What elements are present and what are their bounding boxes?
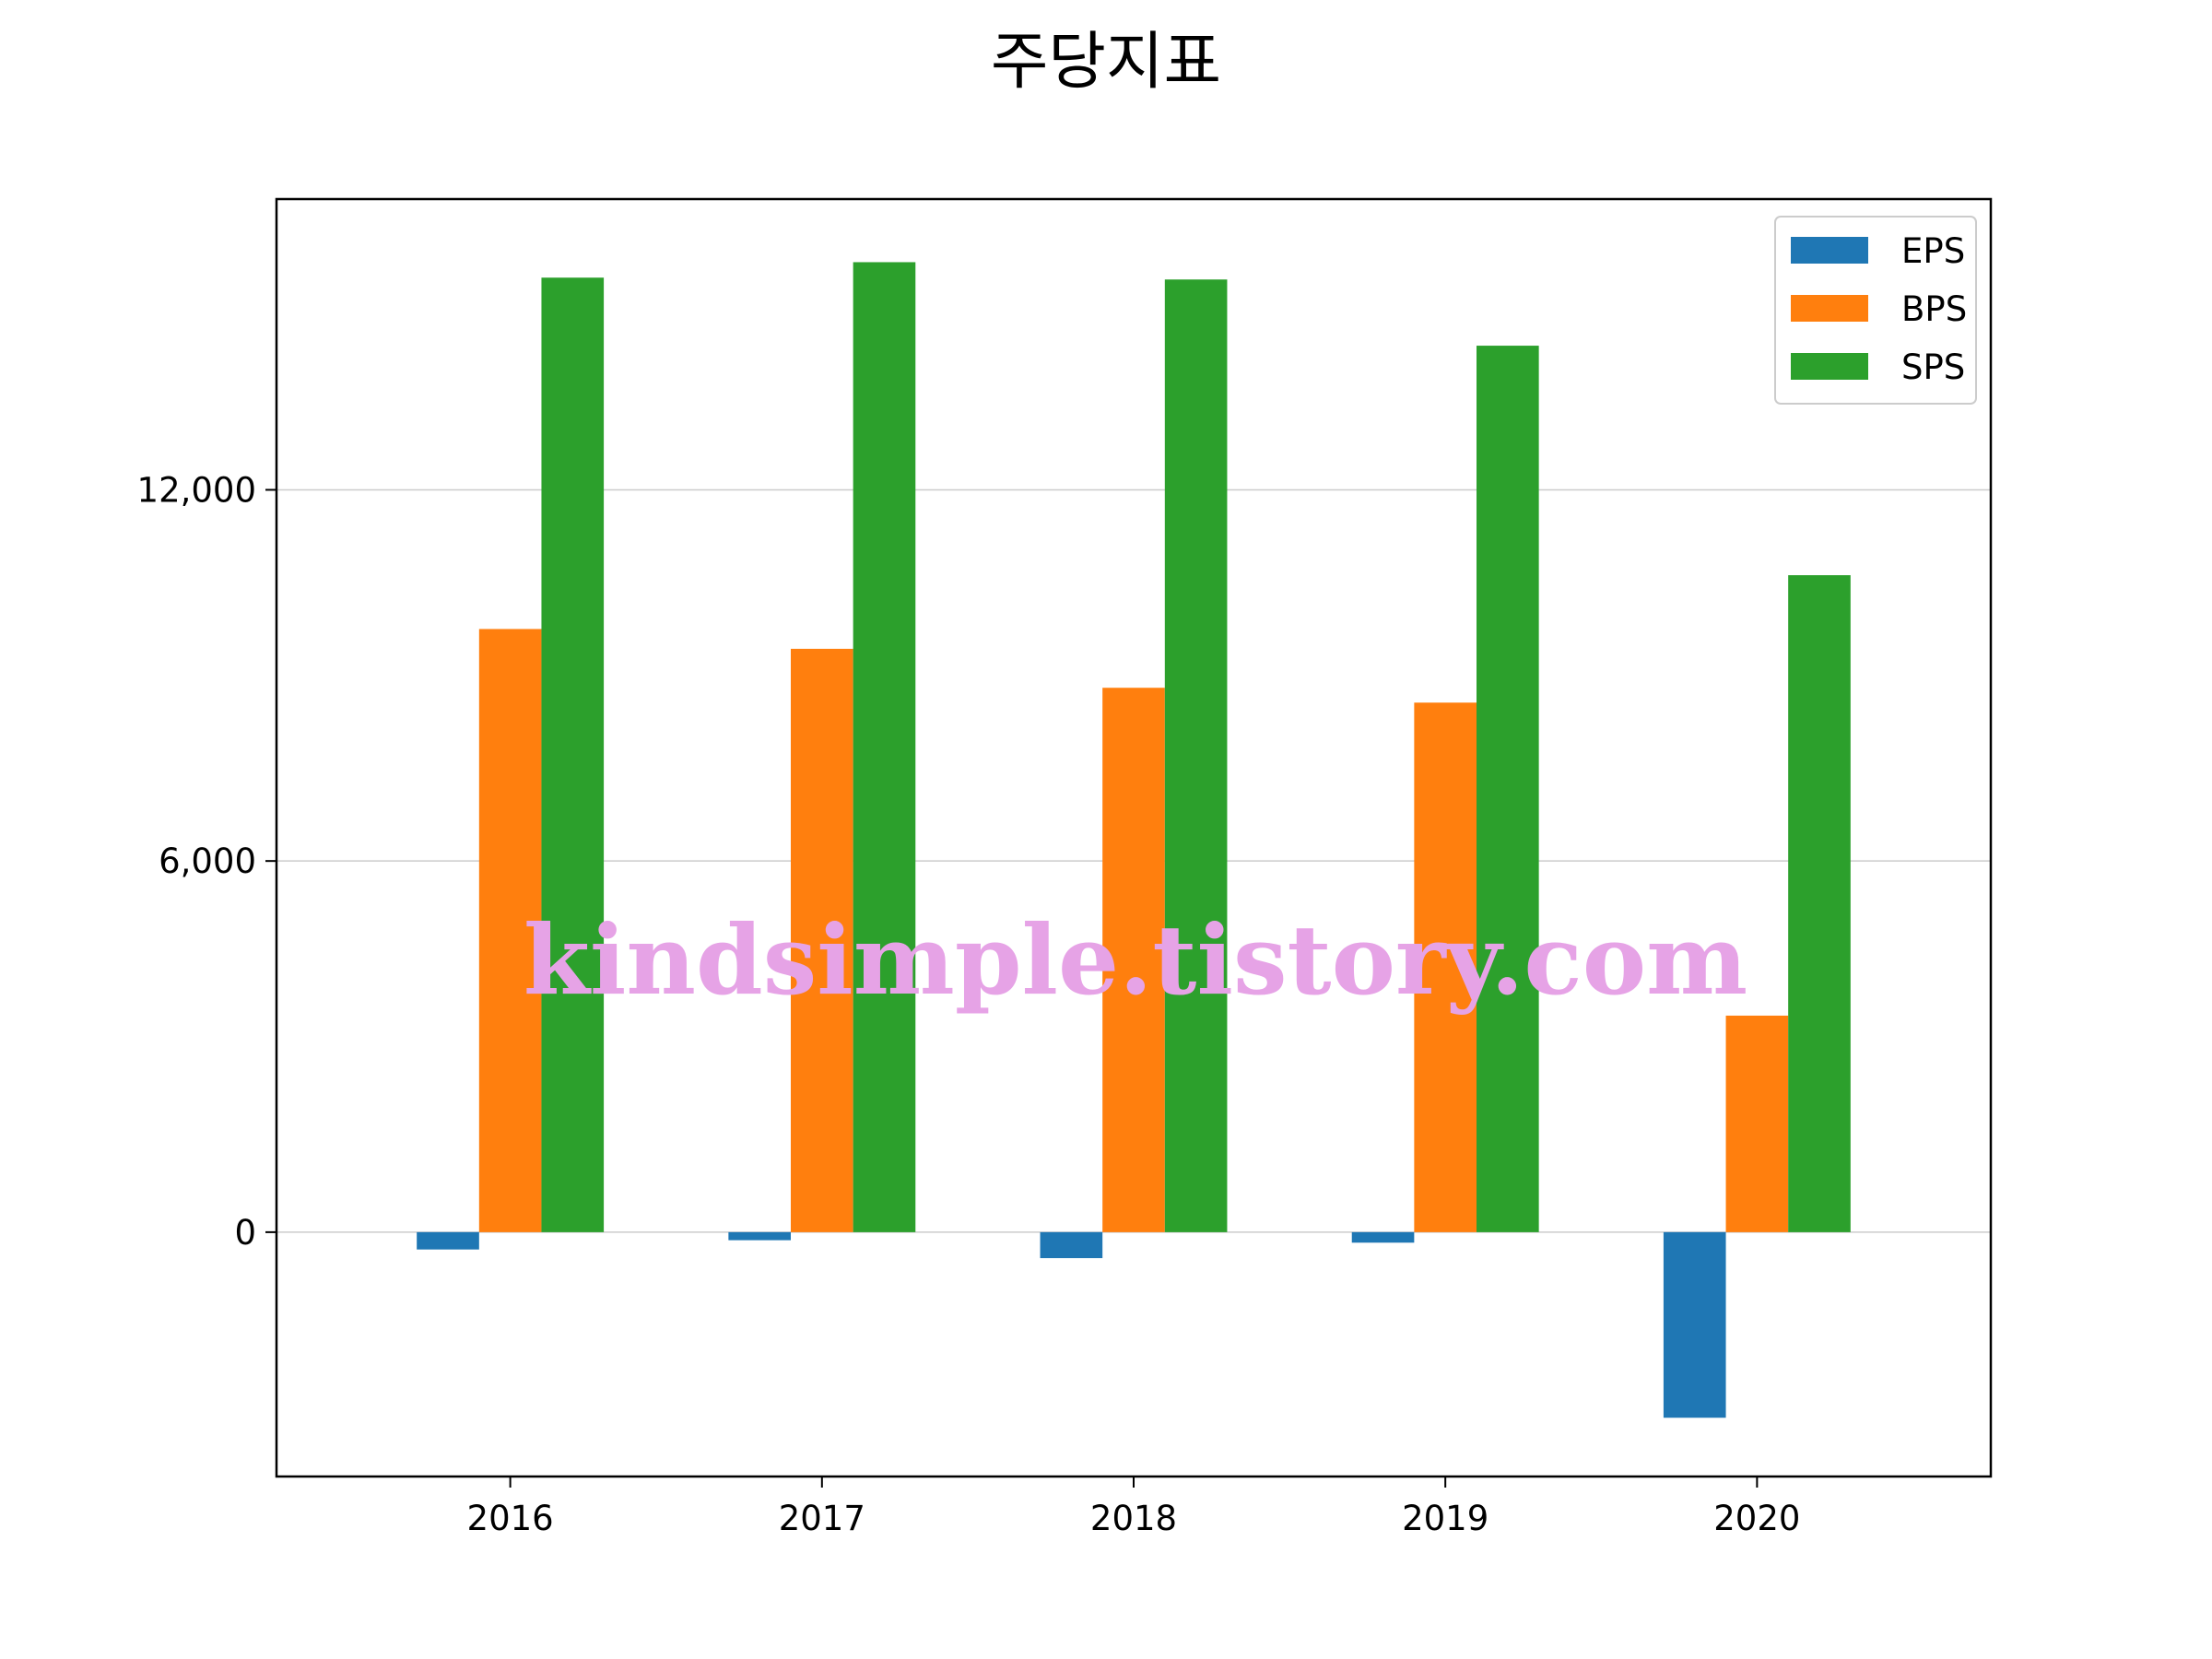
axis-ticks: 0 6,000 12,000 2016 2017 2018 2019 2020 — [137, 470, 1801, 1538]
legend-label-sps: SPS — [1901, 347, 1965, 387]
bar-eps-2018 — [1040, 1231, 1103, 1259]
bar-sps-2017 — [853, 262, 916, 1232]
legend-swatch-eps — [1791, 237, 1868, 264]
x-tick-label: 2019 — [1402, 1499, 1488, 1538]
watermark: kindsimple.tistory.com — [524, 903, 1747, 1017]
legend-label-eps: EPS — [1901, 231, 1965, 271]
bar-bps-2019 — [1414, 702, 1477, 1232]
bar-sps-2020 — [1788, 575, 1851, 1232]
legend: EPS BPS SPS — [1774, 216, 1977, 405]
bar-bps-2017 — [791, 648, 853, 1232]
legend-swatch-bps — [1791, 295, 1868, 322]
y-tick-label: 12,000 — [137, 470, 256, 510]
bar-sps-2016 — [541, 277, 605, 1232]
x-tick-label: 2017 — [779, 1499, 865, 1538]
bar-eps-2016 — [417, 1231, 479, 1250]
bar-bps-2016 — [478, 629, 542, 1232]
legend-label-bps: BPS — [1901, 289, 1967, 329]
bars — [417, 262, 1851, 1418]
bar-eps-2020 — [1663, 1231, 1726, 1418]
bar-bps-2018 — [1102, 688, 1165, 1232]
bar-sps-2018 — [1164, 279, 1228, 1232]
bar-sps-2019 — [1477, 346, 1539, 1232]
x-tick-label: 2016 — [467, 1499, 554, 1538]
legend-swatch-sps — [1791, 353, 1868, 380]
x-tick-label: 2020 — [1713, 1499, 1800, 1538]
y-tick-label: 6,000 — [159, 841, 256, 881]
bar-bps-2020 — [1725, 1015, 1789, 1232]
y-tick-label: 0 — [234, 1213, 256, 1253]
bar-eps-2017 — [728, 1231, 791, 1241]
x-tick-label: 2018 — [1090, 1499, 1177, 1538]
chart-title: 주당지표 — [991, 26, 1221, 99]
bar-eps-2019 — [1351, 1231, 1415, 1243]
